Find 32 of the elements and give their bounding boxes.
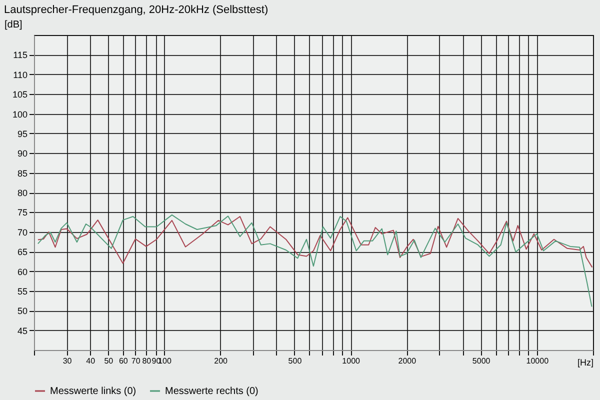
x-tick-label: 70 bbox=[131, 356, 141, 366]
y-tick-label: 50 bbox=[17, 306, 28, 316]
x-tick-label: 5000 bbox=[472, 356, 491, 366]
x-tick-label: 10000 bbox=[526, 356, 550, 366]
y-tick-label: 45 bbox=[17, 326, 28, 336]
y-tick-label: 105 bbox=[12, 90, 28, 100]
x-tick-label: 50 bbox=[104, 356, 114, 366]
y-tick-label: 100 bbox=[12, 109, 28, 120]
y-tick-label: 115 bbox=[13, 50, 28, 60]
y-tick-label: 85 bbox=[17, 168, 28, 178]
y-tick-label: 70 bbox=[17, 227, 28, 238]
x-tick-label: 2000 bbox=[398, 356, 417, 366]
y-axis-title: [dB] bbox=[4, 20, 23, 30]
legend-label: Messwerte links (0) bbox=[50, 386, 136, 397]
y-tick-label: 60 bbox=[17, 266, 28, 277]
x-tick-label: 1000 bbox=[342, 356, 361, 366]
x-tick-label: 500 bbox=[288, 356, 302, 366]
x-tick-label: 30 bbox=[62, 356, 72, 366]
x-axis-title: [Hz] bbox=[577, 358, 594, 368]
x-tick-label: 80 bbox=[142, 356, 152, 366]
y-tick-label: 90 bbox=[17, 148, 28, 159]
x-tick-label: 40 bbox=[86, 356, 96, 366]
y-tick-label: 65 bbox=[17, 247, 28, 258]
y-tick-label: 80 bbox=[17, 188, 28, 198]
x-tick-label: 200 bbox=[214, 356, 228, 366]
y-tick-label: 75 bbox=[17, 208, 28, 218]
y-tick-label: 95 bbox=[17, 128, 28, 139]
y-tick-label: 55 bbox=[17, 286, 28, 296]
y-tick-label: 110 bbox=[13, 70, 28, 80]
chart-title: Lautsprecher-Frequenzgang, 20Hz-20kHz (Selbsttest) bbox=[4, 4, 268, 16]
legend-label: Messwerte rechts (0) bbox=[165, 386, 258, 397]
x-tick-label: 60 bbox=[118, 356, 128, 366]
